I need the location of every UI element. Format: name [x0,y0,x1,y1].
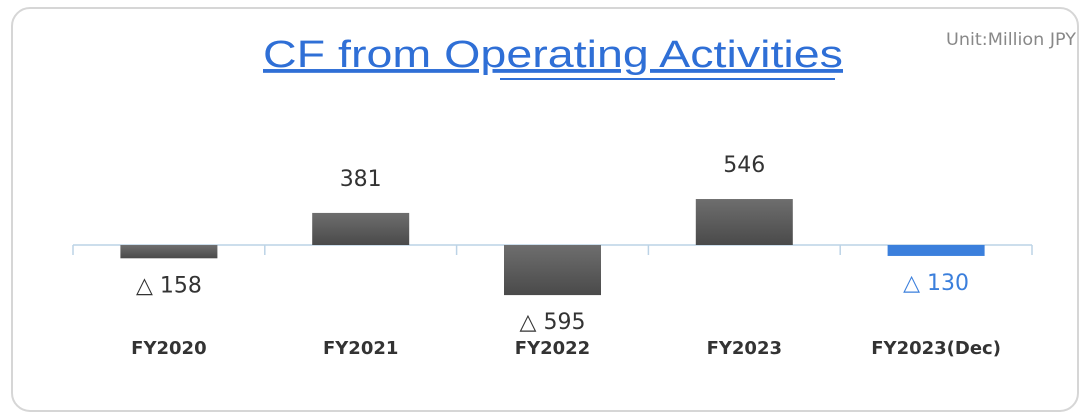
x-tick-label: FY2022 [515,338,590,359]
data-label: 381 [340,167,382,192]
bar [312,212,410,245]
bar [887,245,985,256]
chart-title[interactable]: CF from Operating Activities [263,34,843,76]
x-tick-label: FY2023 [707,338,782,359]
data-label: △ 158 [136,273,202,298]
data-label: △ 595 [520,310,586,335]
bar [120,245,218,259]
card [11,7,1079,412]
x-tick-label: FY2020 [131,338,206,359]
data-label: 546 [723,153,765,178]
bar [695,199,793,245]
x-tick-label: FY2021 [323,338,398,359]
bar [504,245,601,296]
x-tick-label: FY2023(Dec) [871,338,1001,359]
data-label: △ 130 [903,271,969,296]
unit-note: Unit:Million JPY [946,30,1077,50]
